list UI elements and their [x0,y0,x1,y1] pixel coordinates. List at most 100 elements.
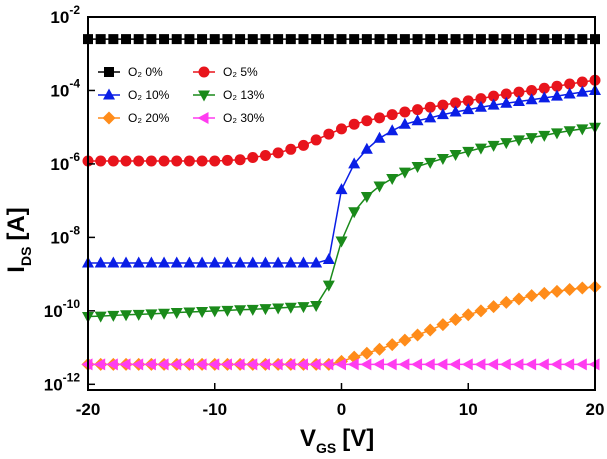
marker [95,34,106,45]
marker [103,88,115,100]
marker [145,155,157,167]
y-tick-base: 10 [50,81,69,100]
marker [386,124,399,136]
marker [475,93,487,105]
marker [399,34,410,45]
marker [336,123,347,135]
marker [539,34,550,45]
marker [538,91,551,103]
marker [146,34,157,45]
y-tick-exponent: -12 [63,370,81,384]
marker [526,34,537,45]
marker [145,309,158,321]
marker [436,318,450,332]
marker [525,93,538,105]
marker [450,97,462,109]
marker [132,256,145,268]
marker [246,304,259,316]
marker [437,34,448,45]
marker [208,306,221,318]
marker [107,256,120,268]
marker [335,358,346,371]
marker [563,87,576,99]
marker [412,104,424,116]
marker [411,358,423,371]
marker [538,82,550,94]
marker [398,333,412,347]
marker [102,111,116,125]
marker [209,155,221,167]
marker [537,358,549,371]
marker [512,358,524,371]
marker [195,358,207,371]
marker [107,310,120,322]
marker [538,130,551,142]
marker [385,338,399,352]
marker [259,256,272,268]
x-tick-label: -10 [202,400,227,419]
y-tick-exponent: -10 [63,297,81,311]
marker [259,304,272,316]
series [82,122,601,324]
marker [474,304,488,318]
marker [196,306,209,318]
y-tick-label: 10-6 [50,150,80,174]
series [81,358,600,371]
marker [309,358,321,371]
marker [499,295,513,309]
marker [525,133,538,145]
x-label-sub: GS [316,440,336,456]
x-tick-label: 20 [586,400,605,419]
marker [436,108,449,120]
plot-area [81,34,602,371]
marker [463,34,474,45]
marker [550,358,562,371]
marker [120,310,133,322]
marker [563,283,577,297]
x-label-main: V [300,425,316,452]
marker [94,358,106,371]
marker [336,34,347,45]
marker [133,155,145,167]
x-tick-label: -20 [76,400,101,419]
marker [222,34,233,45]
series [82,83,601,268]
marker [171,155,183,167]
marker [310,134,322,146]
marker [197,34,208,45]
y-tick-base: 10 [44,302,63,321]
marker [488,34,499,45]
marker [221,305,234,317]
marker [550,128,563,140]
marker [183,155,195,167]
marker [347,358,359,371]
marker [462,146,475,158]
plot-frame [87,16,596,391]
marker [462,95,474,107]
y-tick-base: 10 [44,375,63,394]
marker [436,154,449,166]
marker [449,150,462,162]
marker [462,103,475,115]
marker [576,76,588,88]
marker [551,80,563,92]
marker [550,284,564,298]
y-label-main: I [3,266,30,273]
marker [500,138,513,150]
marker [474,358,486,371]
marker [284,358,296,371]
x-tick-label: 10 [459,400,478,419]
marker [234,256,247,268]
marker [487,358,499,371]
marker [310,300,323,312]
marker [373,358,385,371]
marker [398,358,410,371]
legend-label: O₂ 20% [128,111,170,125]
marker [361,34,372,45]
marker [386,174,399,186]
marker [158,308,171,320]
marker [182,358,194,371]
legend-label: O₂ 10% [128,88,170,102]
marker [411,114,424,126]
